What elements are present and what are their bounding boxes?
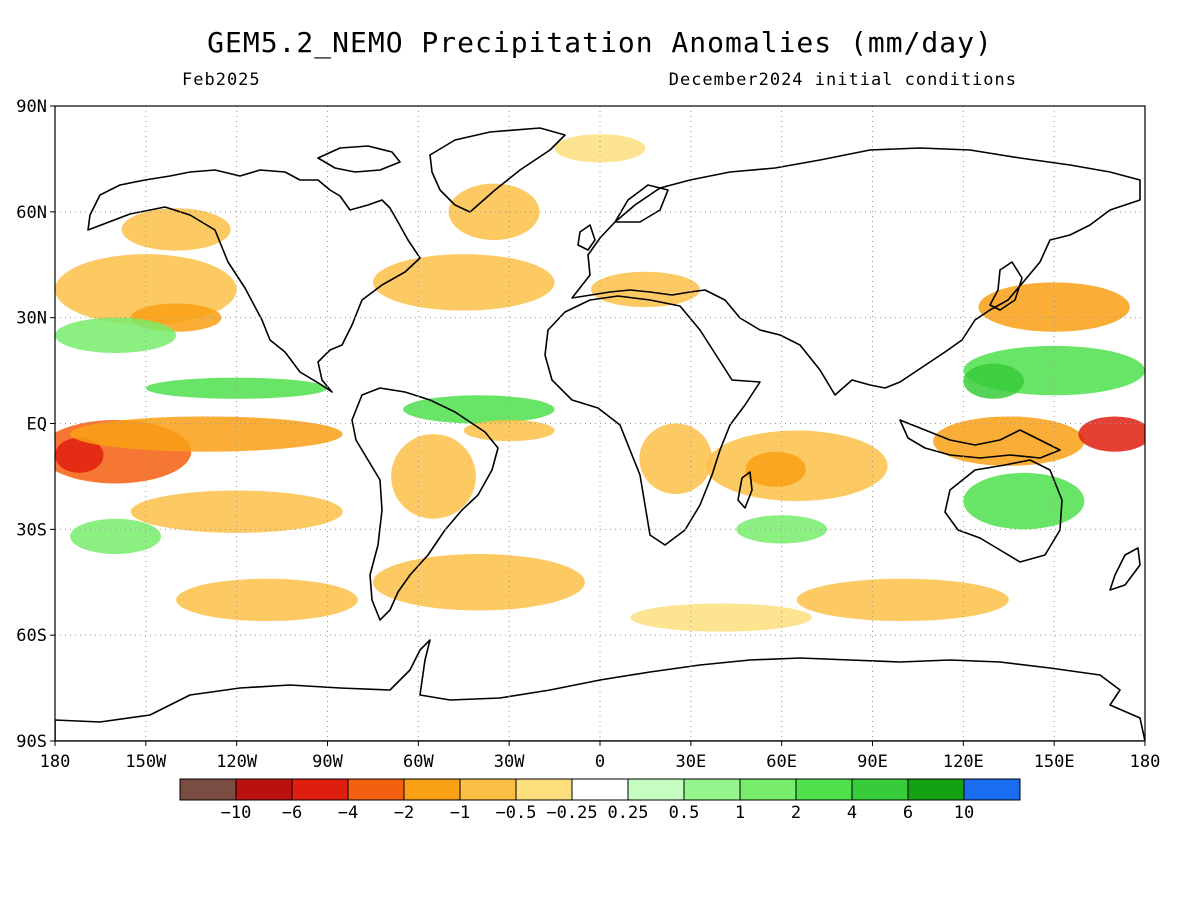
anomaly-field	[55, 134, 1145, 632]
japan-coast	[989, 261, 1023, 311]
lat-tick-label: 30S	[16, 520, 47, 540]
legend-label: 1	[735, 803, 745, 823]
legend-swatch	[683, 778, 741, 801]
australia-coast	[944, 459, 1063, 563]
uk-coast	[577, 224, 596, 251]
legend-swatch	[347, 778, 405, 801]
eurasia-coast	[571, 147, 1141, 396]
legend-label: −1	[450, 803, 470, 823]
anomaly-s-pacific-neg	[176, 578, 358, 622]
anomaly-southern-ocean-neg	[630, 603, 812, 632]
legend-swatch	[571, 778, 629, 801]
legend-swatch	[795, 778, 853, 801]
graticule	[55, 106, 1145, 741]
legend-swatch	[963, 778, 1021, 801]
anomaly-w-pacific-neg-core	[1078, 416, 1145, 452]
greenland-coast	[429, 127, 566, 213]
legend-label: 0.5	[669, 803, 700, 823]
anomaly-s-indian-neg	[796, 578, 1009, 622]
africa-coast	[544, 295, 761, 546]
lon-tick-label: 60E	[766, 752, 797, 772]
anomaly-australia-pos	[963, 472, 1085, 530]
valid-month-label: Feb2025	[182, 70, 261, 90]
legend-swatch	[515, 778, 573, 801]
anomaly-n-atlantic-neg	[372, 254, 555, 311]
color-legend: −10 −6 −4 −2 −1 −0.5 −0.25 0.25 0.5 1 2 4 6 10	[179, 778, 1021, 823]
lon-tick-label: 180	[1130, 752, 1161, 772]
anomaly-ne-pacific-pos	[55, 317, 177, 353]
legend-swatch	[459, 778, 517, 801]
legend-label: 6	[903, 803, 913, 823]
anomaly-indian-pos	[736, 515, 828, 544]
legend-label: −4	[338, 803, 358, 823]
legend-label: 2	[791, 803, 801, 823]
arctic-islands-coast	[317, 145, 401, 173]
anomaly-gulf-alaska-neg	[121, 208, 231, 251]
legend-label: −0.5	[496, 803, 537, 823]
lat-tick-label: EQ	[27, 415, 47, 435]
legend-swatch	[851, 778, 909, 801]
lat-tick-label: 30N	[16, 309, 47, 329]
lat-tick-label: 90N	[16, 97, 47, 117]
legend-swatch	[739, 778, 797, 801]
legend-swatch	[235, 778, 293, 801]
legend-swatch	[403, 778, 461, 801]
anomaly-arctic-neg	[554, 134, 646, 163]
legend-label: −6	[282, 803, 302, 823]
new-zealand-coast	[1109, 547, 1141, 591]
anomaly-amazon-neg	[391, 434, 476, 519]
lon-tick-label: 30E	[675, 752, 706, 772]
legend-label: 4	[847, 803, 857, 823]
lon-tick-label: 150W	[125, 752, 167, 772]
legend-label: 0.25	[608, 803, 649, 823]
lon-tick-label: 150E	[1034, 752, 1075, 772]
indonesia-coast	[899, 419, 1061, 459]
anomaly-mediterranean-neg	[590, 271, 700, 308]
lon-tick-label: 0	[595, 752, 605, 772]
initial-conditions-label: December2024 initial conditions	[668, 70, 1017, 90]
legend-swatch	[291, 778, 349, 801]
anomaly-japan-neg	[978, 282, 1130, 332]
legend-label: 10	[954, 803, 974, 823]
anomaly-trop-pacific-neg-core	[55, 437, 104, 473]
anomaly-itcz-pacific-pos	[145, 377, 328, 399]
north-america-coast	[87, 169, 421, 393]
coastlines	[55, 127, 1145, 741]
legend-label: −2	[394, 803, 414, 823]
lon-tick-label: 180	[40, 752, 71, 772]
lon-tick-label: 90W	[312, 752, 343, 772]
anomaly-n-atlantic-neg2	[448, 183, 540, 241]
lon-tick-label: 120E	[943, 752, 984, 772]
lon-tick-label: 60W	[403, 752, 434, 772]
lon-tick-label: 30W	[494, 752, 525, 772]
legend-label: −10	[221, 803, 252, 823]
anomaly-atlantic-neg	[463, 419, 555, 442]
lat-tick-label: 60N	[16, 203, 47, 223]
lat-tick-label: 60S	[16, 626, 47, 646]
lon-tick-label: 120W	[216, 752, 258, 772]
legend-swatch	[179, 778, 237, 801]
lat-tick-label: 90S	[16, 732, 47, 752]
anomaly-indian-neg-core	[745, 451, 806, 487]
anomaly-maritime-neg	[933, 416, 1085, 466]
anomaly-s-atlantic-neg	[372, 554, 585, 611]
south-america-coast	[351, 387, 499, 621]
scandinavia-coast	[614, 184, 669, 223]
lon-tick-label: 90E	[857, 752, 888, 772]
anomaly-trop-pacific-neg-tail	[70, 416, 343, 452]
map-title: GEM5.2_NEMO Precipitation Anomalies (mm/…	[207, 26, 993, 59]
antarctica-coast	[55, 639, 1145, 741]
legend-swatch	[907, 778, 965, 801]
anomaly-s-africa-neg	[639, 423, 713, 495]
legend-swatch	[627, 778, 685, 801]
madagascar-coast	[737, 471, 753, 509]
anomaly-s-pacific-pos	[70, 518, 161, 555]
anomaly-atlantic-itcz-pos	[403, 395, 555, 424]
anomaly-philippines-pos	[963, 363, 1024, 399]
legend-label: −0.25	[546, 803, 597, 823]
